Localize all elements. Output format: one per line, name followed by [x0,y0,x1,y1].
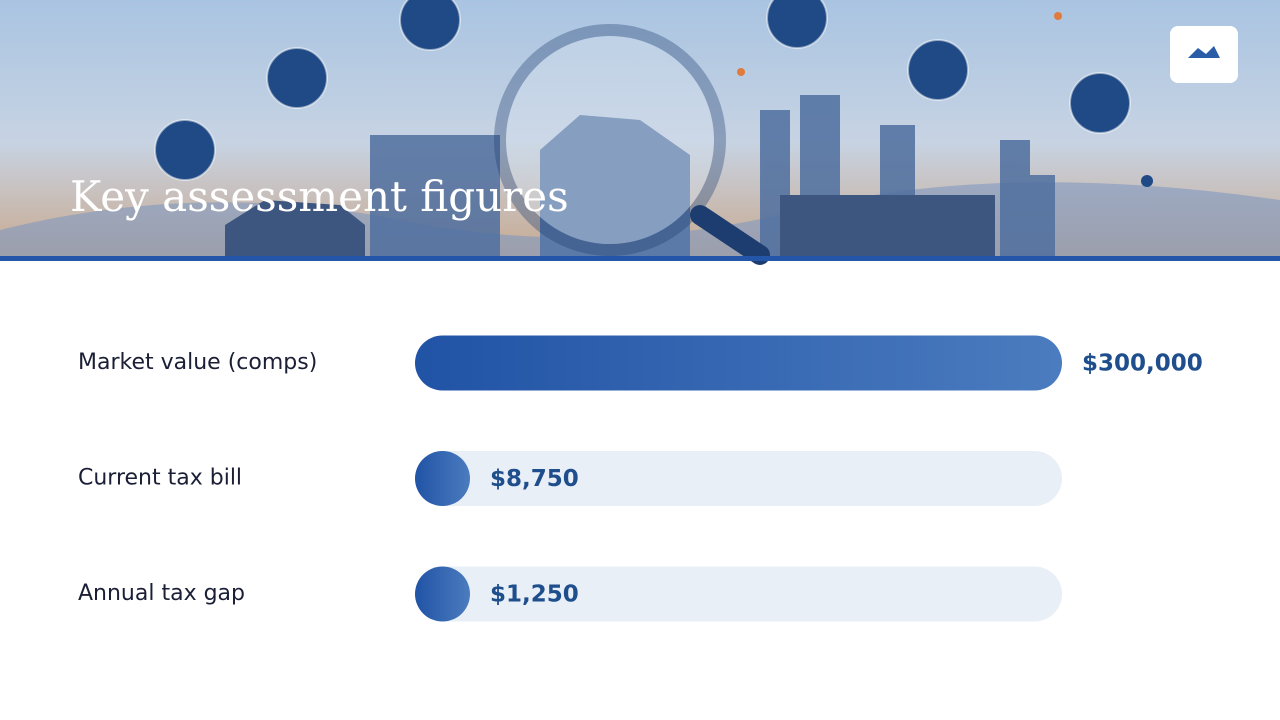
logo-mark [1188,46,1220,58]
bar [415,566,470,622]
bar-track [415,451,1062,506]
value-label: $8,750 [490,466,579,492]
bar-track [415,566,1062,622]
category-label: Market value (comps) [78,350,317,375]
category-label: Annual tax gap [78,581,245,606]
bar-chart: Market value (comps) $300,000 Current tax … [78,335,1203,622]
banner [0,0,1280,265]
slide-title: Key assessment figures [70,172,569,221]
bar [415,451,470,506]
category-label: Current tax bill [78,466,242,491]
value-label: $1,250 [490,582,579,608]
value-label: $300,000 [1082,351,1203,377]
bar [415,335,1062,391]
